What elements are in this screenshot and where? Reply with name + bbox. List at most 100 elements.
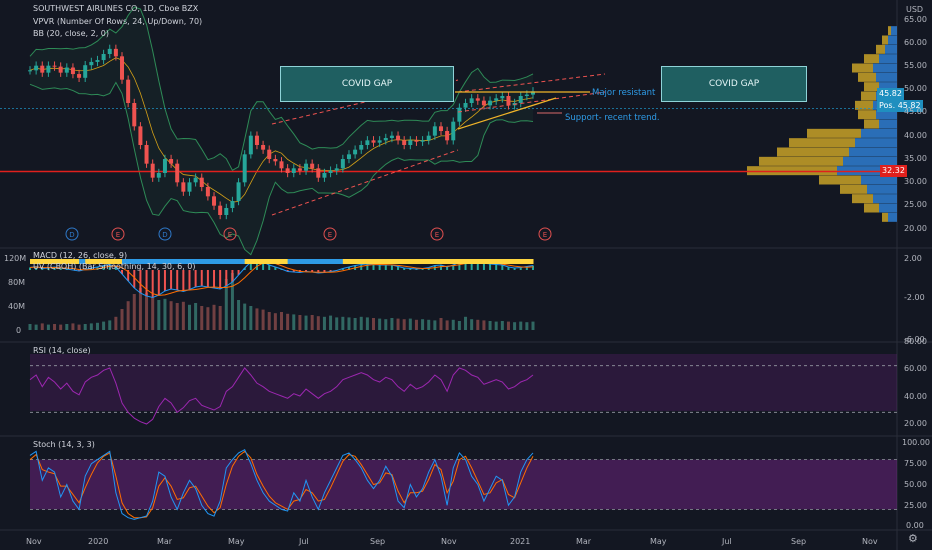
uv-strip-segment [465,259,473,264]
volume-bar [194,303,198,330]
bb-lower [29,81,534,256]
rsi-legend[interactable]: RSI (14, close) [33,346,91,355]
pos-value: 45.82 [897,101,921,110]
volume-bar [95,322,99,330]
y-tick: 35.00 [904,154,927,163]
candle-body [205,187,210,197]
uv-strip-segment [422,259,430,264]
volume-bar [138,288,142,330]
candle-body [322,173,327,178]
uv-strip-segment [115,259,123,264]
candle-body [420,140,425,142]
volume-bar [120,309,124,330]
y-tick: 40.00 [904,131,927,140]
stoch-y-tick: 100.00 [902,438,930,447]
candle-body [500,96,505,99]
symbol-title: SOUTHWEST AIRLINES CO, 1D, Cboe BZX [33,4,199,13]
candle-body [126,79,131,103]
candle-body [150,163,155,178]
macd-legend[interactable]: MACD (12, 26, close, 9) [33,251,128,260]
stoch-y-tick: 50.00 [904,480,927,489]
volume-bar [59,324,63,330]
uv-strip-segment [398,259,405,264]
stoch-legend[interactable]: Stoch (14, 3, 3) [33,440,95,449]
uv-strip-segment [171,259,178,264]
candle-body [120,56,125,80]
y-tick: 60.00 [904,38,927,47]
gear-icon[interactable]: ⚙ [908,532,918,545]
uv-strip-segment [275,259,282,264]
uv-strip-segment [134,259,141,264]
covid-gap-box-1[interactable]: COVID GAP [280,66,454,102]
uv-strip-segment [79,259,86,264]
vp-row-up [876,72,897,82]
stoch-y-tick: 25.00 [904,501,927,510]
uv-strip-segment [508,259,516,264]
volume-bar [414,319,418,330]
trend-upper-long [271,79,459,125]
volume-bar [218,306,222,330]
uv-strip-segment [373,259,381,264]
uv-strip-segment [428,259,436,264]
candle-body [310,163,315,169]
candle-body [162,159,167,173]
candle-body [212,196,217,206]
vp-row-up [879,54,897,64]
macd-signal-line [29,259,534,296]
event-marker-label: E [328,231,332,239]
vp-row-down [807,128,861,138]
volume-bar [316,316,320,330]
vp-row-up [861,175,897,185]
volume-bar [267,312,271,330]
y-tick: 45.00 [904,107,927,116]
volume-bar [53,324,57,330]
event-marker [65,227,79,241]
volume-y-tick: 0 [16,326,22,335]
volume-bar [494,321,498,330]
uv-strip-segment [30,259,37,264]
candle-body [506,96,511,106]
uv-strip-segment [502,259,509,264]
uv-strip-segment [226,259,233,264]
volume-bar [40,323,44,330]
volume-bar [126,301,130,330]
volume-bar [280,312,283,330]
candle-body [199,177,204,187]
trend-lower-ext [457,91,606,113]
candle-body [254,135,259,145]
bb-fill [30,7,533,255]
uv-strip-segment [336,259,344,264]
volume-bar [353,318,357,330]
uv-legend[interactable]: UV (CBOH) (Bar Smoothing, 14, 30, 6, 0) [33,262,196,271]
x-tick: Nov [862,537,878,546]
volume-bar [212,304,216,330]
vp-row-up [891,26,897,36]
vpvr-legend[interactable]: VPVR (Number Of Rows, 24, Up/Down, 70) [33,17,203,26]
x-tick: Mar [576,537,592,546]
uv-strip-segment [66,259,74,264]
uv-strip-segment [238,259,246,264]
candle-body [475,98,480,101]
macd-y-tick: -2.00 [904,293,925,302]
candle-body [408,140,413,145]
y-tick: 30.00 [904,177,927,186]
candle-body [383,138,388,141]
vp-row-down [864,54,879,64]
uv-strip-segment [152,259,160,264]
rsi-y-tick: 60.00 [904,364,927,373]
candle-body [285,168,290,173]
event-marker-label: D [162,231,167,239]
uv-strip-segment [342,259,350,264]
covid-gap-box-2[interactable]: COVID GAP [661,66,807,102]
bb-legend[interactable]: BB (20, close, 2, 0) [33,29,109,38]
vp-row-up [843,156,897,166]
candle-body [230,201,235,208]
vp-row-down [777,147,849,157]
volume-bar [89,323,93,330]
volume-bar [132,294,136,330]
candle-body [218,205,223,215]
stoch-d-line [29,450,534,519]
candle-body [46,65,51,73]
candle-body [463,103,468,108]
